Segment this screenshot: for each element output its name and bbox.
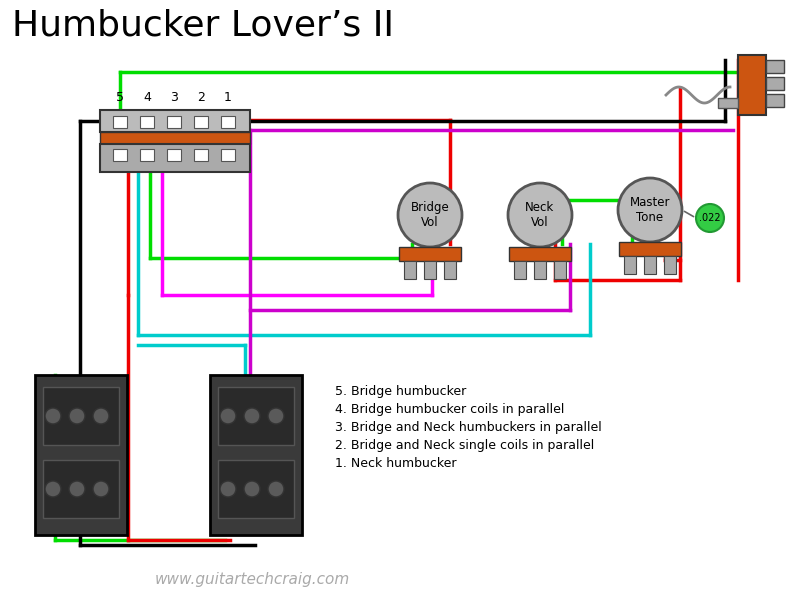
Bar (218, 387, 294, 445)
Text: 1: 1 (224, 91, 232, 104)
Text: 5: 5 (116, 91, 124, 104)
Text: 5. Bridge humbucker: 5. Bridge humbucker (335, 385, 466, 398)
Bar (100, 110, 250, 132)
Text: 2. Bridge and Neck single coils in parallel: 2. Bridge and Neck single coils in paral… (335, 439, 594, 452)
Circle shape (45, 408, 61, 424)
Text: 3. Bridge and Neck humbuckers in parallel: 3. Bridge and Neck humbuckers in paralle… (335, 421, 602, 434)
Text: Master
Tone: Master Tone (630, 196, 670, 224)
Circle shape (244, 408, 260, 424)
Bar (167, 149, 181, 161)
Circle shape (220, 408, 236, 424)
Bar (218, 460, 294, 518)
Text: 3: 3 (170, 91, 178, 104)
Text: Bridge
Vol: Bridge Vol (410, 201, 450, 229)
Bar (167, 116, 181, 128)
Bar (140, 149, 154, 161)
Bar (210, 375, 302, 535)
Bar (194, 116, 208, 128)
Bar (514, 261, 526, 279)
Bar (534, 261, 546, 279)
Bar (624, 256, 636, 274)
Circle shape (244, 481, 260, 497)
Bar (424, 261, 436, 279)
Bar (444, 261, 456, 279)
Circle shape (45, 481, 61, 497)
Text: .022: .022 (699, 213, 721, 223)
Bar (766, 60, 784, 73)
Circle shape (220, 481, 236, 497)
Bar (399, 247, 461, 261)
Text: 1. Neck humbucker: 1. Neck humbucker (335, 457, 457, 470)
Bar (43, 460, 119, 518)
Bar (766, 94, 784, 107)
Bar (766, 77, 784, 90)
Text: 4: 4 (143, 91, 151, 104)
Bar (619, 242, 681, 256)
Bar (221, 149, 235, 161)
Bar (43, 387, 119, 445)
Bar (113, 149, 127, 161)
Bar (113, 116, 127, 128)
Circle shape (398, 183, 462, 247)
Bar (194, 149, 208, 161)
Circle shape (268, 481, 284, 497)
Bar (100, 144, 250, 172)
Circle shape (696, 204, 724, 232)
Text: Neck
Vol: Neck Vol (526, 201, 554, 229)
Bar (554, 261, 566, 279)
Circle shape (69, 408, 85, 424)
Bar (221, 116, 235, 128)
Bar (738, 55, 766, 115)
Circle shape (268, 408, 284, 424)
Circle shape (618, 178, 682, 242)
Bar (664, 256, 676, 274)
Circle shape (93, 481, 109, 497)
Circle shape (508, 183, 572, 247)
Text: 4. Bridge humbucker coils in parallel: 4. Bridge humbucker coils in parallel (335, 403, 564, 416)
Text: Humbucker Lover’s II: Humbucker Lover’s II (12, 8, 394, 42)
Text: 2: 2 (197, 91, 205, 104)
Circle shape (93, 408, 109, 424)
Circle shape (69, 481, 85, 497)
Text: www.guitartechcraig.com: www.guitartechcraig.com (155, 572, 350, 587)
Bar (140, 116, 154, 128)
Bar (718, 98, 738, 108)
Bar (509, 247, 571, 261)
Bar (100, 132, 250, 144)
Bar (644, 256, 656, 274)
Bar (404, 261, 416, 279)
Bar (35, 375, 127, 535)
